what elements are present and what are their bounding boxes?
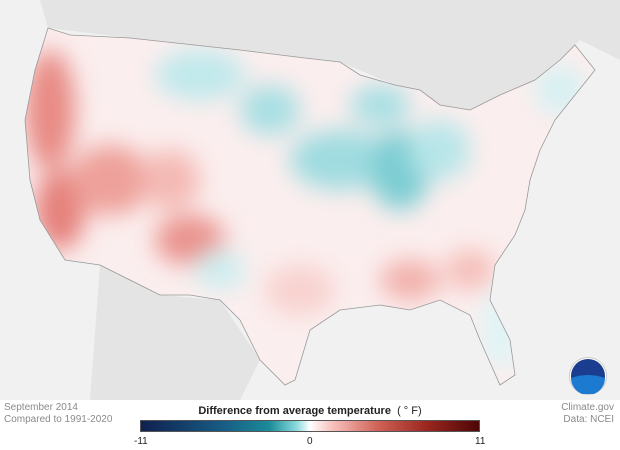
temperature-anomaly-map (0, 0, 620, 400)
canada-mexico-land (40, 0, 620, 400)
legend-colorbar (140, 420, 480, 432)
caption-data: Data: NCEI (563, 414, 614, 425)
legend-title: Difference from average temperature ( ° … (0, 405, 620, 417)
legend-max: 11 (475, 436, 486, 447)
legend-mid: 0 (307, 436, 313, 447)
caption-source: Climate.gov (561, 402, 614, 413)
legend-min: -11 (134, 436, 148, 447)
legend-unit: ( ° F) (397, 405, 422, 417)
caption-right: Climate.gov Data: NCEI (561, 402, 614, 426)
caption-date: September 2014 (4, 402, 78, 413)
noaa-logo (569, 357, 607, 395)
caption-left: September 2014 Compared to 1991-2020 (4, 402, 112, 426)
legend-title-text: Difference from average temperature (198, 405, 391, 417)
caption-baseline: Compared to 1991-2020 (4, 414, 113, 425)
